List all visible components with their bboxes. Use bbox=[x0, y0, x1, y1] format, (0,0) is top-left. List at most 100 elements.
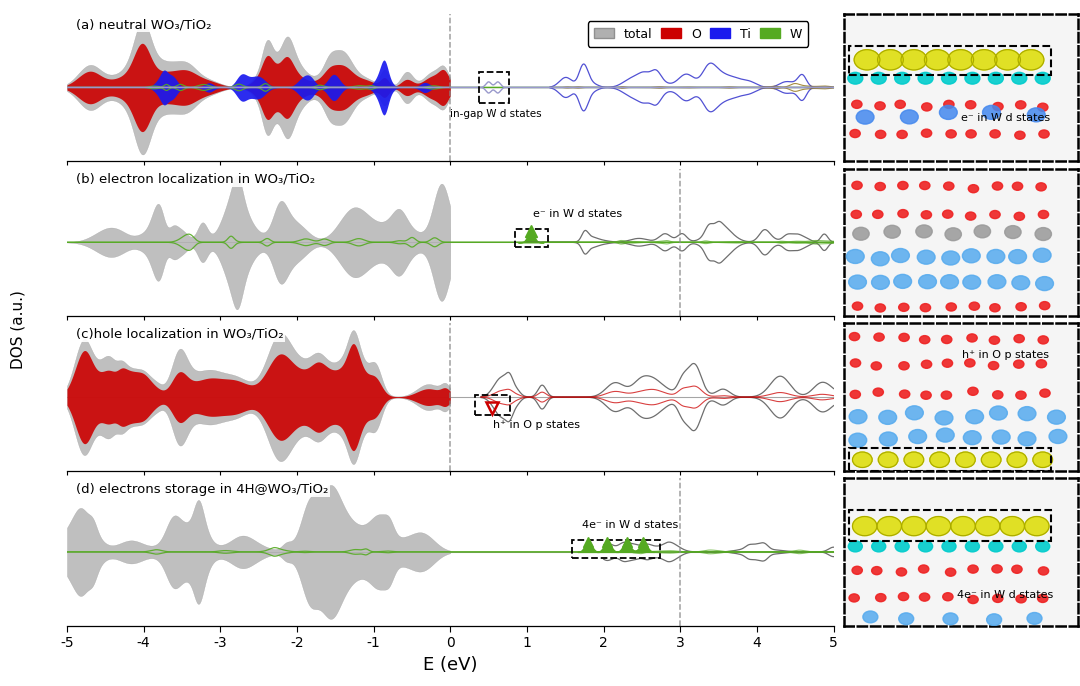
Circle shape bbox=[1018, 432, 1036, 446]
Circle shape bbox=[1016, 595, 1026, 603]
Circle shape bbox=[1012, 541, 1026, 552]
Circle shape bbox=[927, 517, 950, 536]
Circle shape bbox=[942, 335, 951, 344]
Circle shape bbox=[989, 406, 1008, 420]
Circle shape bbox=[879, 432, 897, 446]
Circle shape bbox=[989, 336, 1000, 344]
Circle shape bbox=[872, 275, 889, 289]
Circle shape bbox=[852, 452, 873, 467]
Circle shape bbox=[1038, 211, 1049, 219]
Circle shape bbox=[879, 410, 896, 425]
Circle shape bbox=[989, 304, 1000, 312]
Circle shape bbox=[967, 334, 977, 342]
Circle shape bbox=[968, 565, 978, 573]
Circle shape bbox=[872, 252, 889, 265]
Circle shape bbox=[1048, 410, 1065, 424]
Circle shape bbox=[943, 210, 953, 218]
Circle shape bbox=[990, 211, 1000, 219]
Circle shape bbox=[919, 274, 936, 289]
Circle shape bbox=[900, 390, 909, 398]
Circle shape bbox=[963, 275, 981, 289]
Circle shape bbox=[1014, 335, 1024, 343]
Circle shape bbox=[1015, 101, 1026, 109]
Text: h⁺ in O p states: h⁺ in O p states bbox=[494, 420, 580, 429]
Circle shape bbox=[1000, 517, 1025, 536]
Circle shape bbox=[1007, 452, 1027, 467]
Circle shape bbox=[943, 613, 958, 625]
Circle shape bbox=[988, 72, 1003, 84]
Circle shape bbox=[946, 130, 956, 138]
Circle shape bbox=[1036, 182, 1047, 191]
Circle shape bbox=[1027, 108, 1045, 122]
Circle shape bbox=[995, 49, 1021, 70]
Circle shape bbox=[991, 565, 1002, 573]
Circle shape bbox=[963, 431, 981, 445]
Circle shape bbox=[945, 228, 961, 241]
Circle shape bbox=[895, 100, 905, 108]
Circle shape bbox=[850, 390, 861, 399]
Circle shape bbox=[852, 566, 862, 574]
Circle shape bbox=[921, 103, 932, 111]
Text: 4e⁻ in W d states: 4e⁻ in W d states bbox=[582, 519, 678, 530]
Circle shape bbox=[989, 541, 1003, 552]
Circle shape bbox=[982, 452, 1001, 467]
Text: in-gap W d states: in-gap W d states bbox=[450, 109, 542, 119]
Circle shape bbox=[856, 110, 874, 124]
Circle shape bbox=[919, 541, 933, 552]
Circle shape bbox=[894, 274, 912, 288]
Circle shape bbox=[1012, 565, 1022, 573]
Circle shape bbox=[1036, 541, 1050, 552]
Circle shape bbox=[875, 304, 886, 312]
Circle shape bbox=[874, 333, 885, 341]
Circle shape bbox=[966, 130, 976, 138]
Circle shape bbox=[1014, 212, 1025, 220]
Circle shape bbox=[916, 225, 932, 238]
Circle shape bbox=[873, 388, 883, 397]
Circle shape bbox=[854, 49, 880, 70]
Circle shape bbox=[901, 110, 918, 124]
Circle shape bbox=[944, 100, 954, 108]
Circle shape bbox=[1016, 303, 1026, 311]
Circle shape bbox=[971, 49, 997, 70]
Circle shape bbox=[969, 185, 978, 193]
Circle shape bbox=[936, 428, 955, 442]
Circle shape bbox=[946, 303, 957, 311]
Circle shape bbox=[940, 106, 957, 119]
Circle shape bbox=[850, 130, 861, 138]
Circle shape bbox=[1018, 407, 1036, 421]
Circle shape bbox=[988, 362, 999, 370]
Circle shape bbox=[1038, 103, 1048, 111]
Circle shape bbox=[872, 567, 882, 575]
Circle shape bbox=[896, 568, 906, 576]
Circle shape bbox=[975, 517, 1000, 536]
Circle shape bbox=[902, 517, 926, 536]
Circle shape bbox=[920, 304, 931, 311]
Circle shape bbox=[987, 250, 1004, 263]
Circle shape bbox=[942, 391, 951, 399]
Circle shape bbox=[1036, 72, 1050, 84]
Circle shape bbox=[983, 106, 1000, 119]
Circle shape bbox=[1004, 226, 1021, 239]
Circle shape bbox=[942, 541, 956, 552]
Text: (a) neutral WO₃/TiO₂: (a) neutral WO₃/TiO₂ bbox=[77, 18, 212, 31]
Circle shape bbox=[945, 568, 956, 576]
Circle shape bbox=[897, 182, 908, 189]
Circle shape bbox=[969, 302, 980, 310]
Circle shape bbox=[966, 410, 984, 424]
Circle shape bbox=[993, 391, 1003, 399]
Circle shape bbox=[852, 302, 863, 310]
Circle shape bbox=[966, 212, 976, 220]
Circle shape bbox=[993, 102, 1003, 110]
Circle shape bbox=[964, 359, 975, 367]
Circle shape bbox=[850, 359, 861, 367]
Circle shape bbox=[948, 49, 973, 70]
Circle shape bbox=[901, 49, 927, 70]
Circle shape bbox=[964, 72, 980, 84]
Circle shape bbox=[918, 565, 929, 573]
Text: DOS (a.u.): DOS (a.u.) bbox=[11, 290, 26, 368]
Text: (c)hole localization in WO₃/TiO₂: (c)hole localization in WO₃/TiO₂ bbox=[77, 328, 284, 341]
Circle shape bbox=[921, 129, 932, 137]
Circle shape bbox=[1012, 72, 1027, 84]
Circle shape bbox=[899, 333, 909, 342]
Circle shape bbox=[917, 250, 935, 264]
